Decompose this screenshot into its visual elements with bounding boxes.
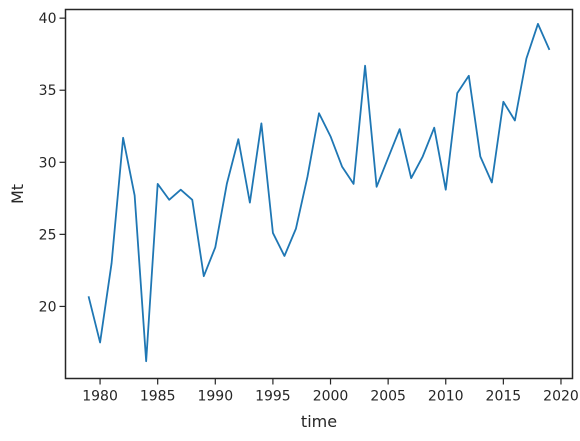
series-line (87, 23, 551, 363)
x-axis: 1980 1985 1990 1995 2000 2005 2010 2015 2020 (82, 378, 579, 405)
y-tick-label: 30 (39, 155, 57, 171)
x-tick-label: 1980 (82, 389, 118, 405)
x-tick-label: 2005 (370, 389, 406, 405)
y-axis-label: Mt (8, 184, 27, 204)
x-tick-label: 2010 (428, 389, 464, 405)
x-tick-label: 2020 (543, 389, 579, 405)
x-tick-label: 1985 (140, 389, 176, 405)
plot-area (87, 23, 551, 363)
x-tick-label: 1990 (197, 389, 233, 405)
x-tick-label: 2015 (486, 389, 522, 405)
y-tick-label: 40 (39, 11, 57, 27)
y-tick-label: 25 (39, 227, 57, 243)
y-tick-label: 20 (39, 299, 57, 315)
y-axis: 20 25 30 35 40 (39, 11, 66, 315)
x-tick-label: 2000 (313, 389, 349, 405)
plot-frame (64, 8, 574, 380)
x-axis-label: time (301, 412, 337, 431)
x-tick-label: 1995 (255, 389, 291, 405)
y-tick-label: 35 (39, 83, 57, 99)
